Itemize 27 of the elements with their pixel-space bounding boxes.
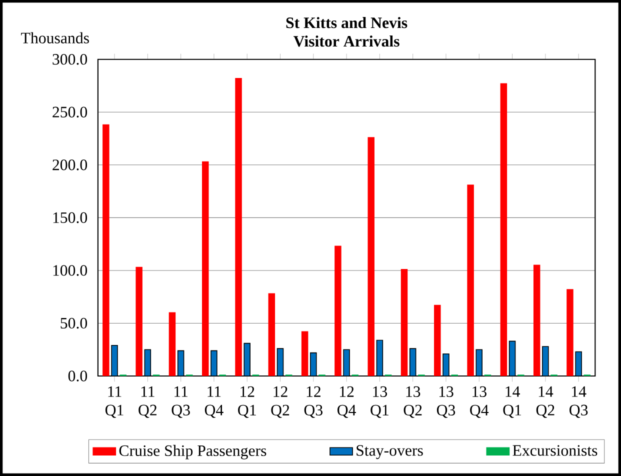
x-tick-label: 14 Q1: [503, 386, 522, 418]
x-tick-label: 11 Q1: [105, 386, 124, 418]
y-axis-title: Thousands: [21, 32, 89, 44]
y-tick-label: 100.0: [53, 265, 88, 276]
x-tick-label: 13 Q1: [370, 386, 388, 418]
x-tick-label: 12 Q4: [337, 386, 356, 418]
y-tick-label: 50.0: [60, 318, 88, 329]
y-tick-label: 200.0: [52, 160, 88, 170]
x-tick-label: 12 Q1: [238, 386, 256, 418]
x-tick-label: 13 Q2: [404, 386, 422, 418]
legend-label: Stay-overs: [356, 445, 423, 460]
x-tick-label: 14 Q2: [536, 386, 554, 418]
chart-title: St Kitts and Nevis Visitor Arrivals: [286, 17, 408, 47]
y-tick-label: 0.0: [68, 370, 88, 382]
x-tick-label: 13 Q4: [470, 386, 489, 418]
y-tick-label: 250.0: [52, 106, 88, 118]
x-tick-label: 12 Q2: [271, 386, 290, 418]
x-tick-label: 11 Q4: [204, 386, 224, 418]
x-tick-label: 14 Q3: [570, 386, 588, 418]
legend-label: Excursionists: [512, 445, 598, 456]
x-tick-label: 11 Q2: [138, 386, 156, 418]
x-tick-label: 12 Q3: [304, 386, 322, 418]
y-tick-label: 150.0: [53, 212, 88, 224]
x-tick-label: 13 Q3: [436, 386, 456, 418]
legend-label: Cruise Ship Passengers: [119, 444, 266, 460]
x-tick-label: 11 Q3: [172, 386, 190, 418]
y-tick-label: 300.0: [52, 54, 88, 65]
